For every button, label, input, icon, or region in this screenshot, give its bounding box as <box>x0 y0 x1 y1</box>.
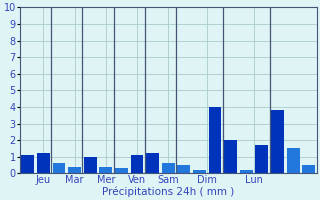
Bar <box>209 107 221 173</box>
Bar <box>271 110 284 173</box>
Bar <box>255 145 268 173</box>
Bar <box>115 168 128 173</box>
Bar <box>37 153 50 173</box>
Bar <box>193 170 206 173</box>
Bar <box>224 140 237 173</box>
Bar <box>68 167 81 173</box>
Bar <box>177 165 190 173</box>
Bar <box>302 165 315 173</box>
Bar <box>21 155 34 173</box>
Bar <box>162 163 175 173</box>
Bar <box>131 155 143 173</box>
Bar <box>52 163 65 173</box>
Bar <box>84 157 97 173</box>
Bar <box>99 167 112 173</box>
Bar <box>240 170 253 173</box>
Bar <box>146 153 159 173</box>
Bar <box>287 148 300 173</box>
X-axis label: Précipitations 24h ( mm ): Précipitations 24h ( mm ) <box>102 186 234 197</box>
